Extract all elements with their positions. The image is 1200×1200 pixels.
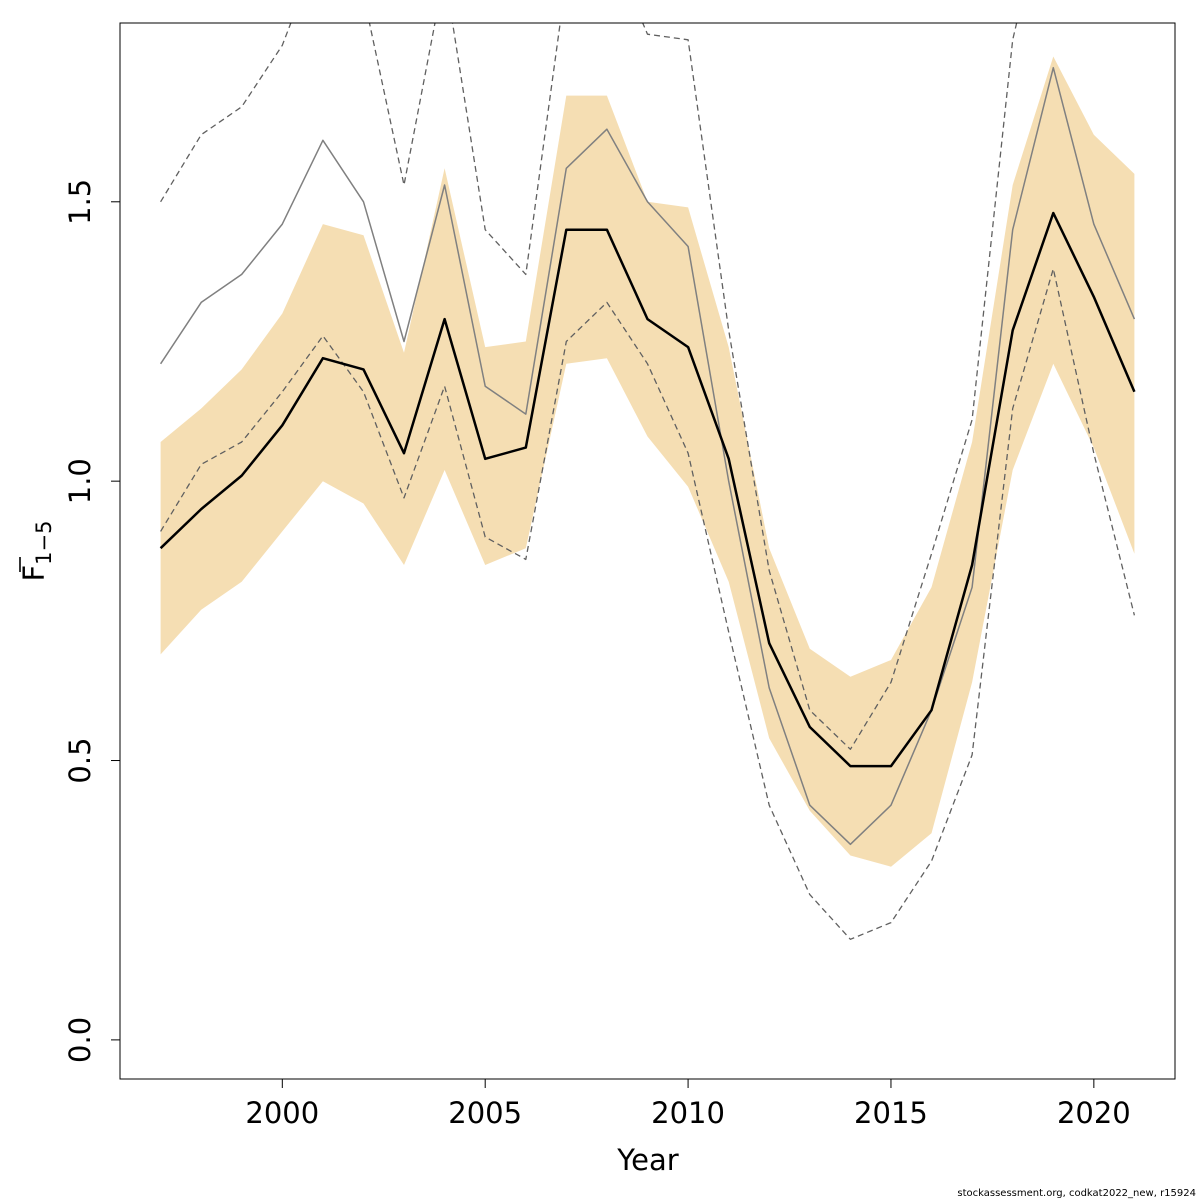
comparison-upper-line	[160, 23, 1135, 750]
y-tick-label: 0.5	[63, 737, 97, 783]
x-tick-label: 2020	[1057, 1096, 1131, 1130]
credit-text: stockassessment.org, codkat2022_new, r15…	[957, 1188, 1196, 1199]
y-tick-label: 1.5	[63, 179, 97, 225]
y-axis-title-main: F	[17, 565, 51, 582]
x-tick-label: 2015	[854, 1096, 928, 1130]
x-axis-title: Year	[616, 1143, 678, 1177]
x-tick-label: 2010	[651, 1096, 725, 1130]
confidence-band	[160, 56, 1135, 867]
x-tick-label: 2000	[245, 1096, 319, 1130]
plot-area	[159, 23, 1136, 940]
y-tick-label: 1.0	[63, 458, 97, 504]
y-axis-title: F1−5	[17, 520, 56, 581]
svg-text:F1−5: F1−5	[17, 520, 56, 581]
x-tick-label: 2005	[448, 1096, 522, 1130]
y-axis-title-subscript: 1−5	[32, 520, 56, 564]
comparison-line	[159, 66, 1136, 846]
comparison-lower-line	[160, 268, 1136, 940]
y-axis: 0.0 0.5 1.0 1.5	[63, 179, 121, 1063]
y-tick-label: 0.0	[63, 1017, 97, 1063]
estimate-line	[159, 211, 1136, 768]
x-axis: 2000 2005 2010 2015 2020	[245, 1078, 1131, 1130]
